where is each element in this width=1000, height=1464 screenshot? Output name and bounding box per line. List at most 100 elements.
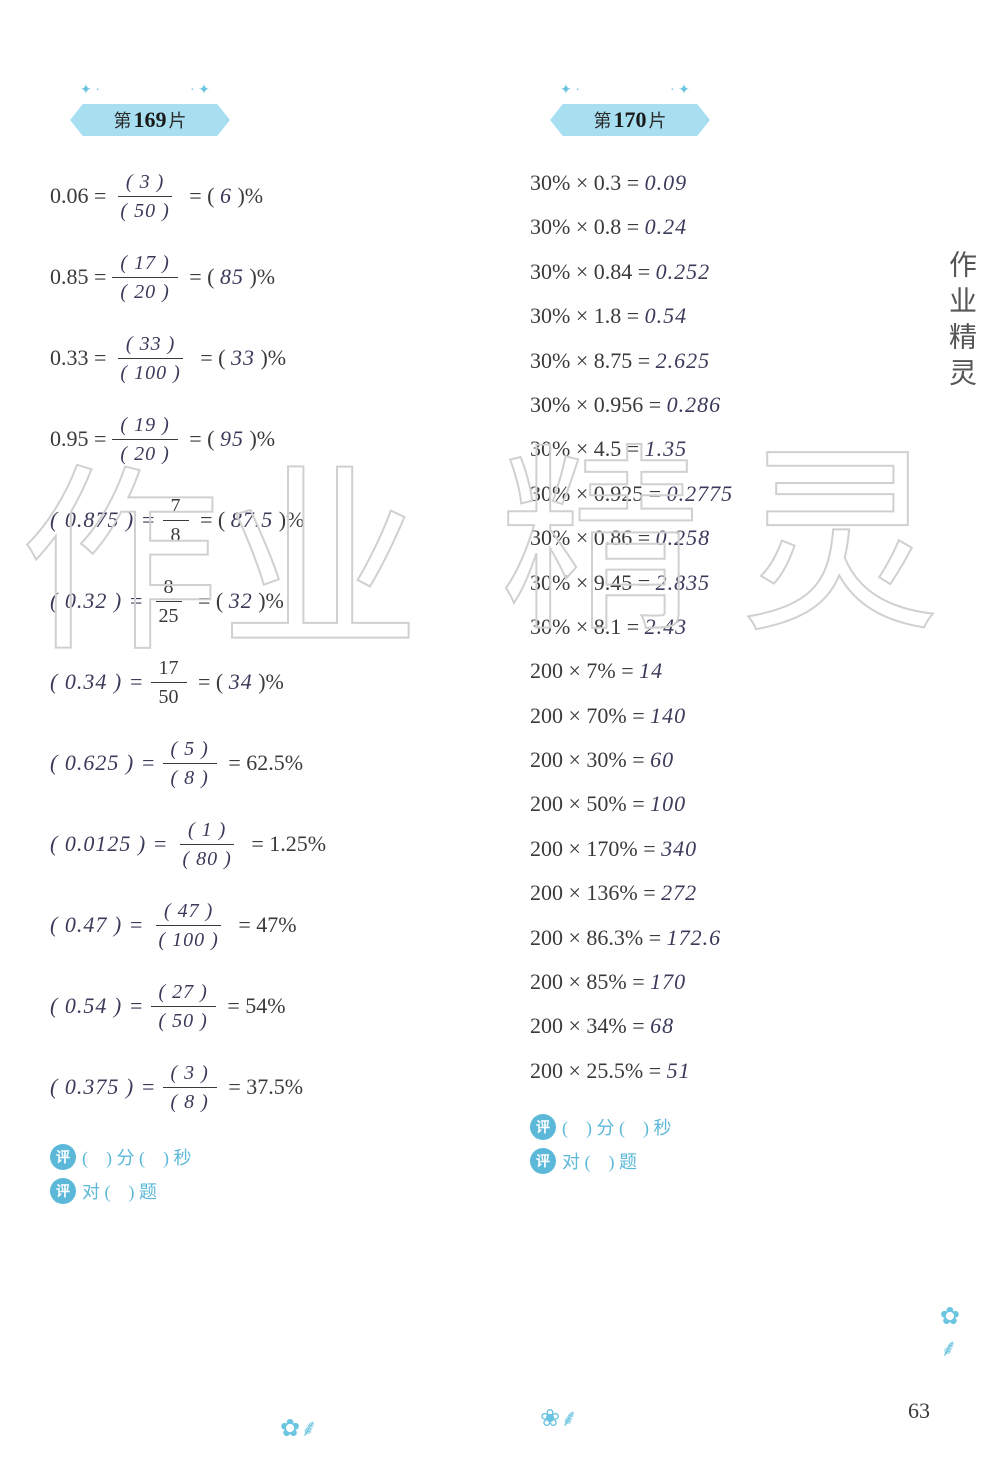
ribbon-label: 第 170 片 [550,104,710,136]
problem-row: 200 × 30% = 60 [530,747,950,773]
problem-row: 200 × 136% = 272 [530,880,950,906]
fraction-numerator: ( 3 ) [118,170,172,197]
score-badge: 评 [50,1144,76,1170]
column-170: ✦ · · ✦ 第 170 片 30% × 0.3 = 0.0930% × 0.… [530,90,950,1204]
problem-lhs-handwritten: ( 0.875 ) = [50,507,157,533]
problem-row: 30% × 0.3 = 0.09 [530,170,950,196]
fraction-numerator: 17 [151,656,187,683]
problem-answer: 6 [220,183,232,209]
problem-row: 200 × 25.5% = 51 [530,1058,950,1084]
banner-170: ✦ · · ✦ 第 170 片 [550,90,710,140]
fraction: ( 3 ) ( 8 ) [163,1061,217,1114]
problem-eq: = 62.5% [223,750,309,776]
problem-eq: = ( [195,507,231,533]
problem-lhs-handwritten: ( 0.375 ) = [50,1074,157,1100]
problem-answer: 1.35 [645,436,688,462]
problem-lhs: 30% × 4.5 = [530,436,645,462]
problem-lhs: 30% × 0.925 = [530,481,667,507]
ribbon-label: 第 169 片 [70,104,230,136]
fraction: 17 50 [151,656,187,709]
problem-lhs: 200 × 170% = [530,836,661,862]
problem-row: 200 × 70% = 140 [530,703,950,729]
problem-row: 0.06 = ( 3 ) ( 50 ) = ( 6 )% [50,170,470,223]
score-correct-row: 评 对 ( ) 题 [50,1178,470,1204]
problem-lhs: 30% × 8.75 = [530,348,656,374]
problem-row: 30% × 1.8 = 0.54 [530,303,950,329]
fraction: ( 47 ) ( 100 ) [151,899,227,952]
fraction: ( 27 ) ( 50 ) [151,980,216,1033]
fraction: ( 33 ) ( 100 ) [112,332,188,385]
problem-lhs: 30% × 0.956 = [530,392,667,418]
problem-answer: 340 [661,836,697,862]
banner-suffix: 片 [169,107,187,133]
problem-lhs-handwritten: ( 0.0125 ) = [50,831,169,857]
problem-tail: )% [255,345,286,371]
problem-answer: 14 [639,658,663,684]
problem-lhs: 30% × 8.1 = [530,614,645,640]
problem-lhs: 0.33 = [50,345,106,371]
problem-answer: 60 [650,747,674,773]
problem-lhs: 30% × 0.3 = [530,170,645,196]
problem-eq: = ( [193,588,229,614]
problem-row: 30% × 0.8 = 0.24 [530,214,950,240]
problem-eq: = 1.25% [246,831,332,857]
problem-answer: 0.24 [645,214,688,240]
problem-row: 200 × 85% = 170 [530,969,950,995]
problem-row: ( 0.0125 ) = ( 1 ) ( 80 ) = 1.25% [50,818,470,871]
score-time-row: 评 ( ) 分 ( ) 秒 [50,1144,470,1170]
problem-lhs: 0.95 = [50,426,106,452]
fraction-numerator: ( 27 ) [151,980,216,1007]
banner-suffix: 片 [649,107,667,133]
problem-row: 200 × 7% = 14 [530,658,950,684]
fraction-numerator: ( 1 ) [180,818,234,845]
problem-row: ( 0.875 ) = 7 8 = ( 87.5 )% [50,494,470,547]
problem-lhs: 0.06 = [50,183,106,209]
score-badge: 评 [530,1148,556,1174]
problem-row: ( 0.54 ) = ( 27 ) ( 50 ) = 54% [50,980,470,1033]
page-number: 63 [908,1398,930,1424]
fraction: ( 3 ) ( 50 ) [112,170,177,223]
problem-lhs: 30% × 9.45 = [530,570,656,596]
problem-answer: 170 [650,969,686,995]
fraction-numerator: ( 3 ) [163,1061,217,1088]
fraction: ( 5 ) ( 8 ) [163,737,217,790]
problems-169: 0.06 = ( 3 ) ( 50 ) = ( 6 )% 0.85 = ( 17 … [50,170,470,1114]
fraction-denominator: ( 20 ) [112,440,177,466]
problem-tail: )% [253,669,284,695]
problem-answer: 33 [231,345,255,371]
problem-lhs-handwritten: ( 0.54 ) = [50,993,145,1019]
score-time-text: ( ) 分 ( ) 秒 [562,1114,671,1140]
problem-answer: 32 [229,588,253,614]
fraction: 7 8 [163,494,189,547]
problem-lhs: 200 × 34% = [530,1013,650,1039]
problem-row: ( 0.625 ) = ( 5 ) ( 8 ) = 62.5% [50,737,470,790]
problem-row: 200 × 34% = 68 [530,1013,950,1039]
problem-answer: 0.252 [656,259,711,285]
problem-lhs-handwritten: ( 0.32 ) = [50,588,145,614]
problem-lhs: 200 × 136% = [530,880,661,906]
problem-row: 200 × 170% = 340 [530,836,950,862]
problem-lhs-handwritten: ( 0.47 ) = [50,912,145,938]
problem-lhs: 200 × 70% = [530,703,650,729]
problem-row: ( 0.375 ) = ( 3 ) ( 8 ) = 37.5% [50,1061,470,1114]
problem-tail: )% [244,426,275,452]
fraction-denominator: 8 [163,521,189,547]
problem-lhs: 200 × 50% = [530,791,650,817]
fraction-numerator: ( 47 ) [156,899,221,926]
problem-answer: 140 [650,703,686,729]
problem-tail: )% [273,507,304,533]
banner-number: 170 [614,107,647,133]
problem-lhs: 200 × 85% = [530,969,650,995]
banner-169: ✦ · · ✦ 第 169 片 [70,90,230,140]
banner-prefix: 第 [114,107,132,133]
sparkle-icon: · ✦ [670,82,700,102]
score-correct-row: 评 对 ( ) 题 [530,1148,950,1174]
problem-eq: = 54% [222,993,291,1019]
fraction: ( 1 ) ( 80 ) [175,818,240,871]
fraction-denominator: ( 50 ) [112,197,177,223]
problem-row: 0.85 = ( 17 ) ( 20 ) = ( 85 )% [50,251,470,304]
score-time-row: 评 ( ) 分 ( ) 秒 [530,1114,950,1140]
problem-tail: )% [232,183,263,209]
flower-icon: ✿⸙ [940,1302,960,1364]
problem-answer: 0.09 [645,170,688,196]
